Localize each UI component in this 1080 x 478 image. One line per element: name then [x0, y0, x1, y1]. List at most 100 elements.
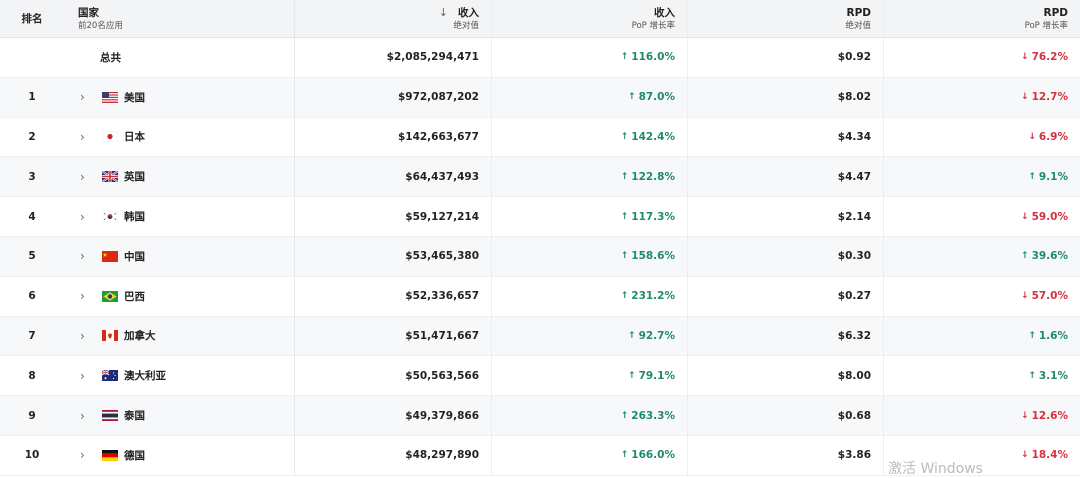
growth-arrow-icon: ↓	[1021, 92, 1029, 103]
rpd-growth-value: 12.6%	[1031, 409, 1068, 422]
rank-cell: 7	[28, 329, 36, 342]
rpd-cell: $8.02	[688, 77, 884, 117]
table-row[interactable]: 5 › 中国 $53,465,380 ↑ 158.6% $0.30 ↑ 39.6%	[0, 236, 1080, 277]
rank-cell: 6	[28, 290, 36, 303]
table-row[interactable]: 2 › 日本 $142,663,677 ↑ 142.4% $4.34 ↓ 6.9%	[0, 117, 1080, 158]
table-row[interactable]: 7 › 加拿大 $51,471,667 ↑ 92.7% $6.32 ↑ 1.6%	[0, 316, 1080, 357]
header-revenue-growth-label: 收入	[654, 6, 675, 19]
chevron-right-icon[interactable]: ›	[80, 129, 85, 144]
total-revenue: $2,085,294,471	[295, 38, 492, 77]
table-row[interactable]: 10 › 德国 $48,297,890 ↑ 166.0% $3.86 ↓ 18.4%	[0, 435, 1080, 476]
revenue-growth-value: 142.4%	[631, 130, 675, 143]
kr-flag-icon	[101, 210, 119, 223]
rank-cell: 4	[28, 210, 36, 223]
country-name: 巴西	[124, 290, 145, 303]
growth-arrow-icon: ↑	[1028, 171, 1036, 182]
growth-arrow-icon: ↓	[1028, 131, 1036, 142]
table-row[interactable]: 1 › 美国 $972,087,202 ↑ 87.0% $8.02 ↓ 12.7%	[0, 77, 1080, 118]
revenue-growth-cell: ↑ 166.0%	[492, 435, 688, 475]
header-revenue-label: 收入	[458, 6, 479, 19]
header-revenue[interactable]: ↓ 收入 绝对值	[295, 0, 492, 37]
revenue-cell: $64,437,493	[295, 157, 492, 197]
au-flag-icon	[101, 369, 118, 382]
growth-arrow-icon: ↑	[628, 92, 636, 103]
rank-cell: 9	[28, 409, 36, 422]
revenue-cell: $48,297,890	[295, 435, 492, 475]
rank-cell: 2	[28, 130, 36, 143]
revenue-growth-cell: ↑ 263.3%	[492, 396, 688, 435]
revenue-growth-cell: ↑ 231.2%	[492, 276, 688, 316]
rpd-growth-cell: ↑ 9.1%	[884, 157, 1080, 196]
revenue-growth-value: 117.3%	[631, 210, 675, 223]
header-rank-label: 排名	[21, 12, 43, 25]
country-cell: › 韩国	[64, 197, 295, 236]
chevron-right-icon[interactable]: ›	[80, 209, 85, 224]
header-rpd-growth-sub: PoP 增长率	[1024, 20, 1068, 31]
rpd-growth-value: 12.7%	[1031, 91, 1068, 104]
total-rpd-growth: ↓ 76.2%	[884, 38, 1080, 77]
chevron-right-icon[interactable]: ›	[80, 448, 85, 463]
rank-cell: 8	[28, 369, 36, 382]
growth-arrow-icon: ↑	[620, 52, 629, 63]
rank-cell: 1	[28, 91, 36, 104]
rpd-cell: $0.30	[688, 236, 884, 276]
chevron-right-icon[interactable]: ›	[80, 289, 85, 304]
revenue-growth-cell: ↑ 87.0%	[492, 77, 688, 117]
total-revenue-growth-value: 116.0%	[631, 51, 675, 64]
country-name: 中国	[124, 250, 145, 263]
header-country[interactable]: 国家 前20名应用	[64, 0, 295, 37]
table-row[interactable]: 9 › 泰国 $49,379,866 ↑ 263.3% $0.68 ↓ 12.6%	[0, 396, 1080, 436]
gb-flag-icon	[101, 170, 119, 184]
total-rpd: $0.92	[688, 38, 884, 77]
revenue-cell: $50,563,566	[295, 356, 492, 396]
rpd-growth-cell: ↑ 1.6%	[884, 317, 1080, 356]
table-header: 排名 国家 前20名应用 ↓ 收入 绝对值 收入 PoP 增长率 RPD 绝对值…	[0, 0, 1080, 38]
table-row[interactable]: 3 › 英国 $64,437,493 ↑ 122.8% $4.47 ↑ 9.1%	[0, 157, 1080, 198]
country-name: 英国	[124, 171, 145, 184]
growth-arrow-icon: ↑	[1028, 370, 1036, 381]
chevron-right-icon[interactable]: ›	[80, 368, 85, 383]
revenue-growth-cell: ↑ 92.7%	[492, 316, 688, 356]
table-row[interactable]: 4 › 韩国 $59,127,214 ↑ 117.3% $2.14 ↓ 59.0%	[0, 197, 1080, 237]
rpd-cell: $8.00	[688, 356, 884, 396]
rpd-cell: $2.14	[688, 197, 884, 236]
ca-flag-icon	[102, 330, 118, 342]
chevron-right-icon[interactable]: ›	[80, 408, 85, 423]
country-name: 日本	[124, 131, 145, 144]
country-cell: › 英国	[64, 157, 295, 197]
growth-arrow-icon: ↑	[620, 291, 629, 302]
revenue-cell: $972,087,202	[295, 77, 492, 117]
revenue-growth-cell: ↑ 142.4%	[492, 117, 688, 157]
table-body: 1 › 美国 $972,087,202 ↑ 87.0% $8.02 ↓ 12.7% 2 › 日本 $14…	[0, 77, 1080, 476]
sort-down-arrow-icon[interactable]: ↓	[438, 6, 448, 19]
header-rpd-growth[interactable]: RPD PoP 增长率	[884, 0, 1080, 37]
revenue-cell: $59,127,214	[295, 197, 492, 236]
chevron-right-icon[interactable]: ›	[80, 249, 85, 264]
growth-arrow-icon: ↓	[1021, 450, 1029, 461]
header-revenue-growth[interactable]: 收入 PoP 增长率	[492, 0, 688, 37]
total-revenue-growth: ↑ 116.0%	[492, 38, 688, 77]
rank-cell: 10	[24, 449, 40, 462]
us-flag-icon	[102, 91, 118, 103]
chevron-right-icon[interactable]: ›	[80, 169, 85, 184]
growth-arrow-icon: ↑	[620, 131, 629, 142]
revenue-cell: $142,663,677	[295, 117, 492, 157]
country-cell: › 中国	[64, 236, 295, 276]
rpd-growth-value: 6.9%	[1038, 130, 1068, 143]
table-row[interactable]: 8 › 澳大利亚 $50,563,566 ↑ 79.1% $8.00 ↑ 3.1%	[0, 356, 1080, 397]
chevron-right-icon[interactable]: ›	[80, 328, 85, 343]
rpd-growth-value: 57.0%	[1031, 290, 1068, 303]
country-cell: › 德国	[64, 435, 295, 475]
header-rpd-growth-label: RPD	[1043, 6, 1069, 19]
growth-arrow-icon: ↓	[1021, 211, 1029, 222]
header-country-label: 国家	[78, 6, 99, 19]
header-revenue-main: ↓ 收入	[439, 6, 479, 20]
table-row[interactable]: 6 › 巴西 $52,336,657 ↑ 231.2% $0.27 ↓ 57.0%	[0, 276, 1080, 317]
chevron-right-icon[interactable]: ›	[80, 90, 85, 105]
header-rpd[interactable]: RPD 绝对值	[688, 0, 884, 37]
rank-cell: 3	[28, 170, 36, 183]
total-label-cell: 总共	[64, 38, 295, 77]
growth-arrow-icon: ↑	[620, 171, 629, 182]
header-rank[interactable]: 排名	[0, 0, 64, 37]
